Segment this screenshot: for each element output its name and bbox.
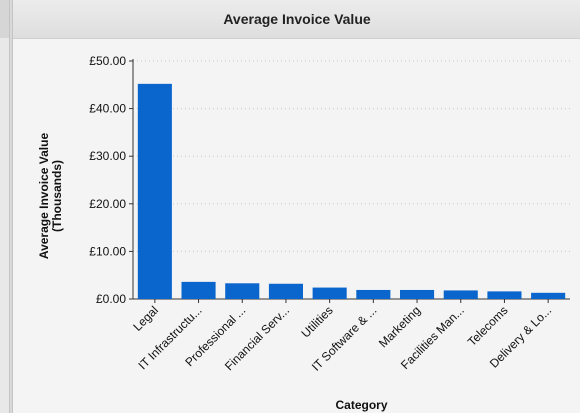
- bar-0: [137, 83, 172, 300]
- bar-chart: £0.00 £10.00 £20.00 £30.00 £40.00 £50.00 Legal…: [37, 54, 570, 412]
- chart-panel: Average Invoice Value £0.00 £10.00 £20.00 £…: [12, 0, 580, 413]
- bar-4: [312, 287, 347, 299]
- left-panel-edge: [0, 0, 10, 413]
- y-tick-label: £40.00: [89, 102, 126, 116]
- y-tick-label: £10.00: [89, 244, 126, 258]
- panel-title: Average Invoice Value: [13, 0, 580, 39]
- y-axis-title-line: Average Invoice Value: [37, 133, 51, 260]
- bar-6: [400, 289, 435, 299]
- chart-area: £0.00 £10.00 £20.00 £30.00 £40.00 £50.00 Legal…: [13, 39, 580, 413]
- bar-2: [225, 283, 260, 299]
- bar-3: [268, 283, 303, 299]
- y-axis-title: Average Invoice Value(Thousands): [37, 133, 64, 260]
- y-tick-label: £30.00: [89, 149, 126, 163]
- bar-7: [443, 290, 478, 299]
- y-tick-label: £0.00: [96, 292, 126, 306]
- x-tick-label: Legal: [130, 303, 161, 334]
- x-tick-label: Utilities: [299, 303, 336, 340]
- bar-5: [356, 289, 391, 299]
- y-tick-label: £50.00: [89, 54, 126, 68]
- left-panel-header: [0, 0, 9, 38]
- bar-8: [487, 291, 522, 299]
- y-axis-title-line: (Thousands): [50, 160, 64, 232]
- bar-1: [181, 281, 216, 299]
- x-axis-title: Category: [335, 398, 387, 412]
- x-tick-label: Telecoms: [465, 303, 511, 349]
- y-tick-label: £20.00: [89, 197, 126, 211]
- bar-9: [531, 292, 566, 299]
